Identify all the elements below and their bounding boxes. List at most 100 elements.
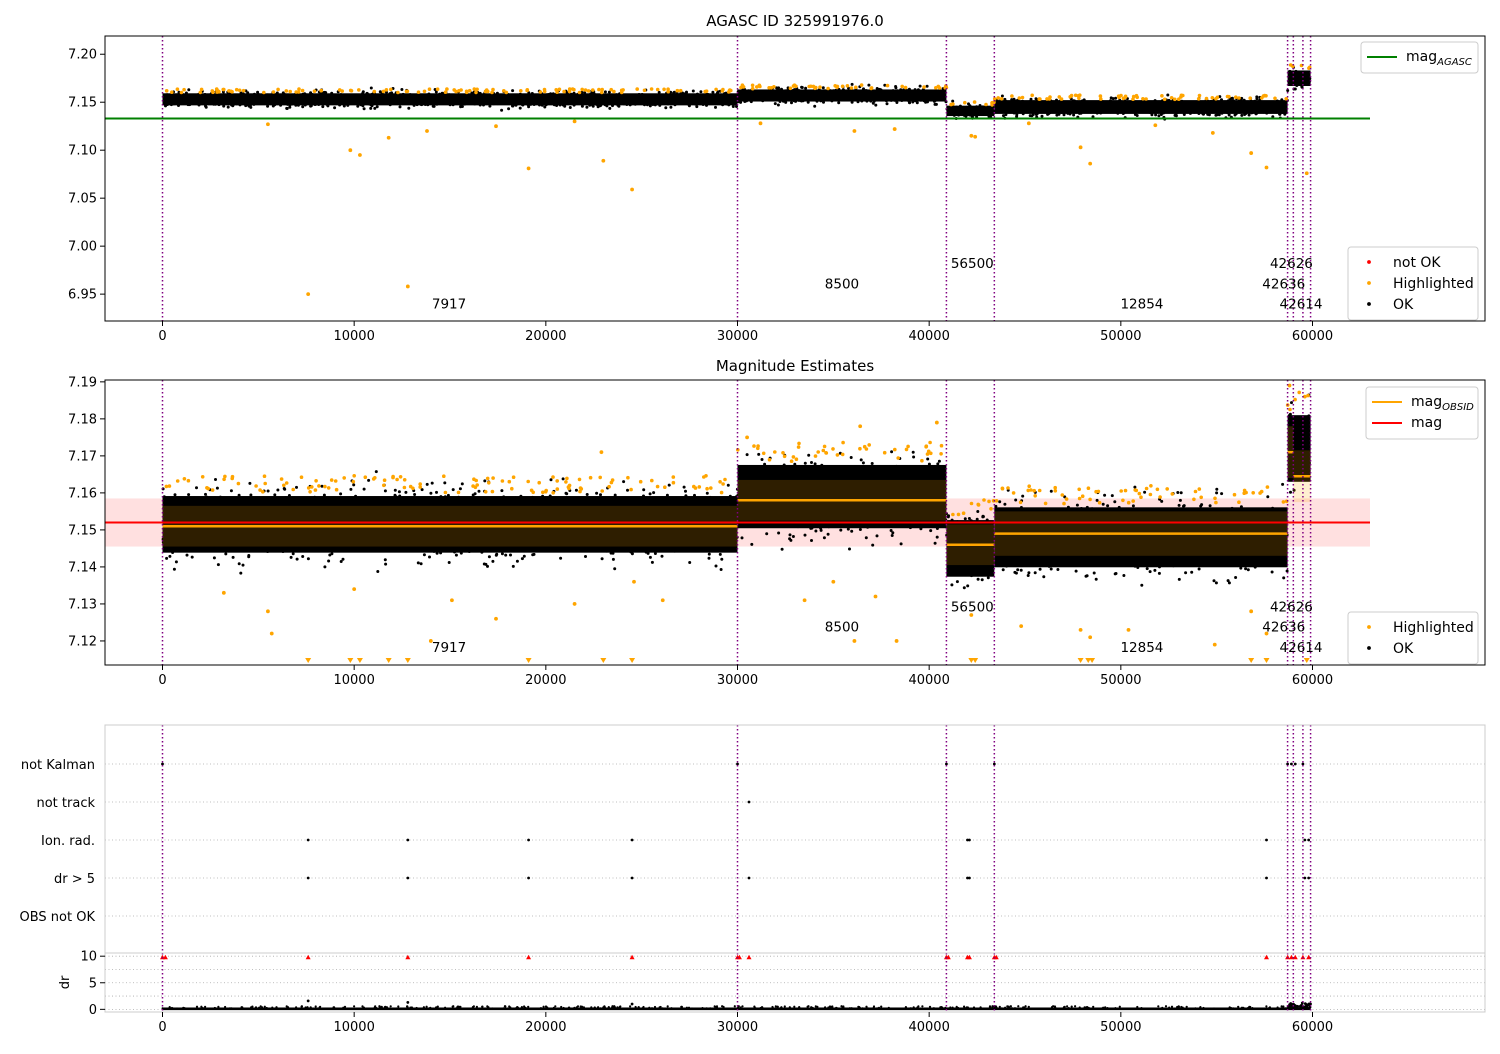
ok-point <box>1082 98 1086 102</box>
highlighted-point <box>1213 496 1217 501</box>
ok-point <box>343 501 346 505</box>
ok-point <box>1188 525 1192 529</box>
y-axis-0: 6.957.007.057.107.157.20 <box>68 48 105 303</box>
highlighted-point <box>310 485 314 489</box>
ok-point <box>709 537 713 541</box>
ok-point <box>1173 105 1177 109</box>
dr-point <box>798 1006 801 1009</box>
ok-point <box>1177 514 1181 518</box>
ok-point <box>1217 113 1221 117</box>
ok-point <box>903 466 907 470</box>
ok-point <box>253 542 257 546</box>
axes-frame-2 <box>104 379 1486 666</box>
ok-point <box>190 555 194 559</box>
dr-point <box>928 1005 932 1008</box>
ok-point <box>283 510 287 514</box>
ok-point <box>782 463 786 467</box>
highlighted-point <box>791 455 796 459</box>
highlighted-point <box>261 490 265 494</box>
ok-point <box>951 99 955 103</box>
ok-point <box>403 99 407 103</box>
ok-point <box>494 546 498 550</box>
ok-point <box>1005 109 1008 113</box>
ok-point <box>1176 536 1180 540</box>
dr-point <box>475 1005 478 1009</box>
legend-legend_upper: magAGASC <box>1360 41 1479 74</box>
ok-point <box>1016 548 1020 552</box>
ok-point <box>537 97 541 101</box>
ok-point <box>922 99 926 103</box>
ok-point <box>889 92 893 96</box>
ok-point <box>856 97 860 100</box>
ok-point <box>1008 551 1012 555</box>
ok-point <box>516 101 520 105</box>
highlighted-point <box>1057 95 1062 99</box>
legend-label: Highlighted <box>1393 620 1474 636</box>
ok-point <box>933 472 937 476</box>
ok-point <box>533 498 537 502</box>
ok-point <box>424 506 428 510</box>
ok-point <box>857 511 861 515</box>
legend-label-subscript: OBSID <box>1442 402 1474 413</box>
ok-point <box>1019 568 1023 572</box>
ok-point <box>1177 503 1181 507</box>
ok-point <box>406 542 410 545</box>
highlighted-point <box>1053 489 1058 493</box>
highlighted-point <box>1237 96 1241 100</box>
ok-point <box>1246 103 1250 107</box>
ok-point <box>1003 97 1007 101</box>
ok-point <box>1269 518 1273 522</box>
highlighted-point <box>773 450 777 454</box>
ok-points-band <box>946 105 995 117</box>
axes-frame-1 <box>104 35 1486 322</box>
ok-point <box>213 496 217 500</box>
ok-point <box>1110 545 1114 549</box>
ok-point <box>683 515 687 519</box>
ok-point <box>1133 100 1137 104</box>
ok-point <box>295 557 299 561</box>
ok-point <box>163 505 167 508</box>
ok-point <box>998 500 1002 504</box>
flag-point <box>968 876 971 880</box>
ok-point <box>622 98 626 102</box>
ok-point <box>679 505 683 509</box>
dr-point <box>506 1007 509 1010</box>
highlighted-point <box>816 450 820 454</box>
ok-point <box>541 497 545 501</box>
ok-point <box>1190 550 1194 554</box>
highlighted-point <box>824 451 828 455</box>
highlighted-point <box>1077 487 1081 492</box>
highlighted-point <box>704 474 708 478</box>
dr-point <box>258 1006 261 1009</box>
dr-point <box>658 1006 661 1009</box>
ok-point <box>260 510 264 514</box>
ok-point <box>936 462 940 466</box>
ok-point <box>488 102 492 106</box>
ok-point <box>462 100 466 104</box>
ok-point <box>748 98 752 102</box>
ok-point <box>883 467 887 471</box>
ok-point <box>768 89 771 93</box>
ok-point <box>891 96 895 100</box>
ok-point <box>388 92 392 96</box>
highlighted-point <box>443 90 448 94</box>
ok-point <box>1229 547 1232 551</box>
ok-point <box>1294 70 1298 74</box>
ok-point <box>936 90 940 94</box>
below-range-marker <box>1089 658 1096 663</box>
ok-point <box>1162 543 1166 547</box>
ok-point <box>1091 516 1095 520</box>
ok-point <box>948 535 951 539</box>
ok-point <box>757 98 761 102</box>
dr-point <box>182 1006 185 1009</box>
ok-point <box>238 504 241 508</box>
ok-point <box>1270 102 1274 106</box>
ok-point <box>165 103 169 106</box>
ok-point <box>824 513 828 517</box>
flag-point <box>992 762 996 766</box>
ok-point <box>524 507 528 511</box>
ok-point <box>257 505 261 509</box>
ok-point <box>289 555 293 559</box>
ok-point <box>701 527 705 531</box>
ok-point <box>541 531 545 535</box>
